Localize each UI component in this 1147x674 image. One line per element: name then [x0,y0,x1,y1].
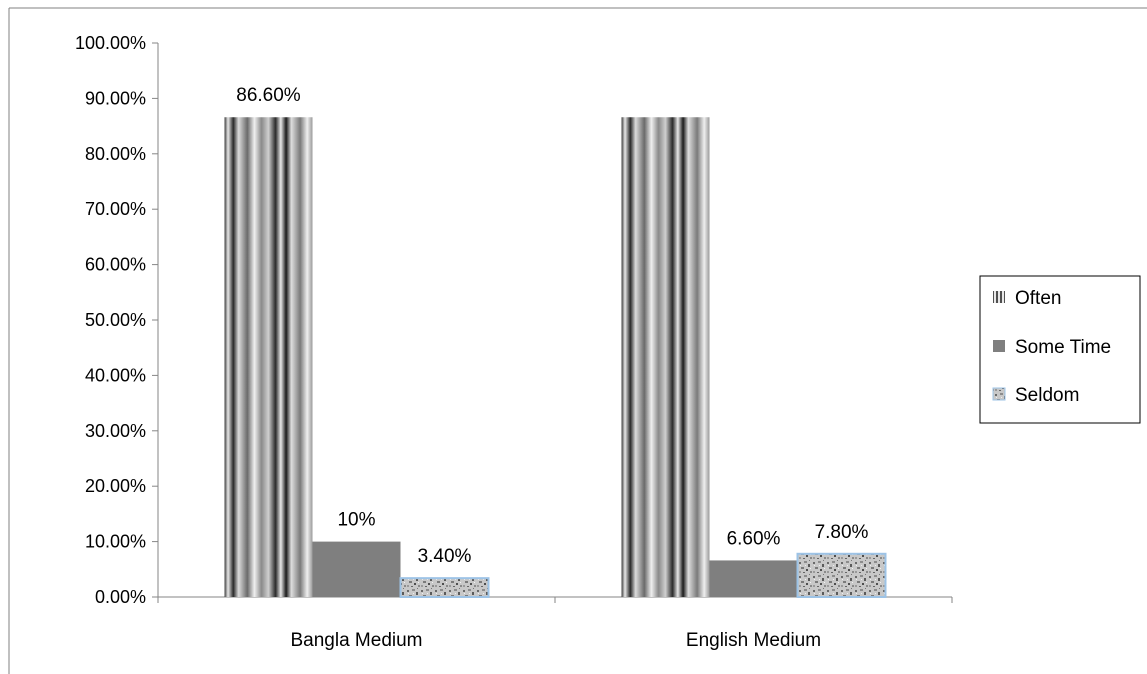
legend-item-often: Often [993,288,1061,309]
x-category-label: English Medium [686,630,821,651]
y-tick-label: 20.00% [85,476,146,496]
bar-seldom [796,552,887,599]
y-tick-label: 60.00% [85,255,146,275]
legend-item-seldom: Seldom [992,385,1079,406]
bar-often [224,117,313,598]
bar-some-time [312,541,401,597]
y-tick-label: 10.00% [85,532,146,552]
data-label: 86.60% [236,85,301,106]
y-tick-label: 80.00% [85,144,146,164]
bar-seldom [399,577,490,599]
legend: Often Some Time Seldom [979,275,1141,424]
legend-swatch-often [993,291,1005,303]
data-label: 6.60% [727,528,781,549]
y-tick-label: 30.00% [85,421,146,441]
legend-swatch-some-time [993,340,1005,352]
y-tick-label: 100.00% [75,33,146,53]
y-tick-label: 90.00% [85,88,146,108]
y-tick-label: 70.00% [85,199,146,219]
legend-item-some-time: Some Time [993,337,1111,358]
bar-often [621,117,710,598]
legend-label-often: Often [1015,288,1061,309]
legend-label-seldom: Seldom [1015,385,1079,406]
legend-swatch-seldom [992,387,1006,401]
y-tick-label: 0.00% [95,587,146,607]
plot-area: 0.00% 10.00% 20.00% 30.00% 40.00% 50.00% 60.00… [75,33,953,651]
x-category-label: Bangla Medium [290,630,422,651]
data-label: 7.80% [815,522,869,543]
legend-box [979,275,1141,424]
data-label: 10% [337,510,375,531]
y-tick-label: 50.00% [85,310,146,330]
y-tick-label: 40.00% [85,365,146,385]
data-label: 3.40% [418,546,472,567]
legend-label-some-time: Some Time [1015,337,1111,358]
bar-some-time [709,560,798,597]
